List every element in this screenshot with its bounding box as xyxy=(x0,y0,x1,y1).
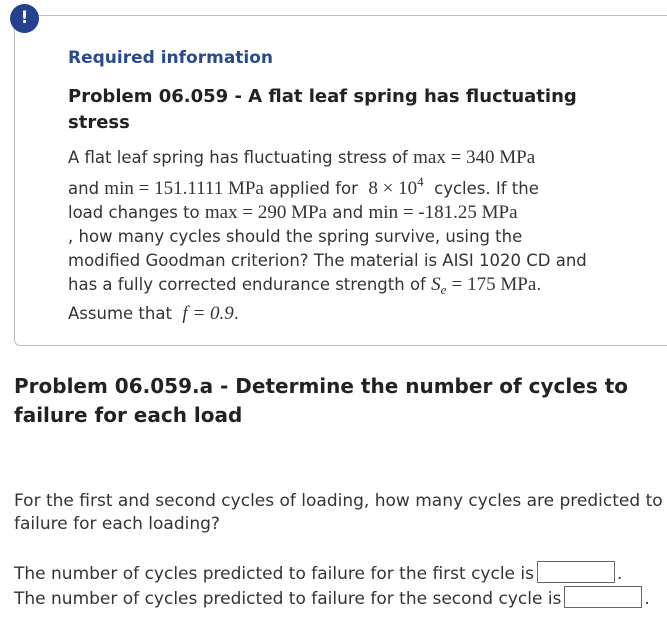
text: . xyxy=(536,275,542,294)
text: load changes to xyxy=(68,203,200,222)
text: and xyxy=(68,179,100,198)
answer-row: The number of cycles predicted to failur… xyxy=(14,586,650,609)
alert-icon: ! xyxy=(10,4,39,33)
math: min = -181.25 MPa xyxy=(368,202,518,223)
answer-row: The number of cycles predicted to failur… xyxy=(14,561,622,584)
info-panel xyxy=(14,15,667,346)
answer-input[interactable] xyxy=(564,586,643,608)
problem-title: Problem 06.059 - A flat leaf spring has … xyxy=(68,86,577,133)
answer-label: The number of cycles predicted to failur… xyxy=(14,589,562,609)
part-title: Problem 06.059.a - Determine the number … xyxy=(14,374,629,427)
text: , how many cycles should the spring surv… xyxy=(68,227,523,246)
text: . xyxy=(233,304,240,323)
text: Assume that xyxy=(68,304,172,323)
answer-input[interactable] xyxy=(537,561,616,583)
info-heading: Required information xyxy=(68,48,274,68)
text: cycles. If the xyxy=(434,179,539,198)
answer-label: The number of cycles predicted to failur… xyxy=(14,564,535,584)
text: and xyxy=(332,203,364,222)
math: f = 0.9 xyxy=(182,303,234,324)
text: A flat leaf spring has fluctuating stres… xyxy=(68,148,408,167)
text: applied for xyxy=(269,179,358,198)
math: 8 × 10 xyxy=(368,178,418,199)
question: For the first and second cycles of loadi… xyxy=(14,491,663,534)
math: min = 151.1111 MPa xyxy=(104,178,264,199)
math: S xyxy=(431,274,441,295)
problem-body: A flat leaf spring has fluctuating stres… xyxy=(68,146,648,326)
text: modified Goodman criterion? The material… xyxy=(68,251,587,270)
exponent: 4 xyxy=(417,174,424,189)
answer-end: . xyxy=(617,564,623,584)
math: = 175 MPa xyxy=(451,274,537,295)
math: max = 290 MPa xyxy=(204,202,327,223)
answer-end: . xyxy=(644,589,650,609)
subscript: e xyxy=(440,282,447,297)
math: max = 340 MPa xyxy=(413,147,536,168)
text: has a fully corrected endurance strength… xyxy=(68,275,426,294)
